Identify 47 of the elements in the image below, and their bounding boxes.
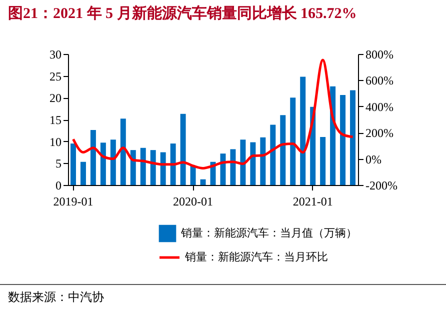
chart-title: 图21：2021 年 5 月新能源汽车销量同比增长 165.72% [8, 4, 357, 22]
line-series [72, 58, 354, 170]
bar [190, 166, 196, 185]
y2-tick-label: 400% [366, 100, 394, 114]
bar [120, 118, 126, 185]
bar [240, 140, 246, 185]
bar [110, 140, 116, 185]
source-note: 数据来源：中汽协 [8, 289, 105, 306]
legend-label: 销量：新能源汽车：当月值（万辆） [180, 226, 357, 240]
bar [160, 152, 166, 185]
bar [260, 137, 266, 185]
bar [170, 144, 176, 185]
bar [230, 149, 236, 185]
bar [90, 130, 96, 185]
y-tick-label: 20 [50, 91, 62, 106]
bar [220, 154, 226, 185]
legend-label: 销量：新能源汽车：当月环比 [184, 250, 328, 264]
y-tick-label: 0 [56, 178, 62, 192]
y-tick-label: 15 [50, 113, 62, 127]
y2-tick-label: 800% [366, 48, 394, 62]
y-tick-label: 5 [56, 156, 62, 171]
y-tick-label: 10 [50, 134, 62, 149]
y2-tick-label: 200% [366, 126, 394, 140]
bar [290, 98, 296, 185]
bar [200, 179, 206, 185]
bar [250, 142, 256, 185]
y2-tick-label: 0% [366, 152, 382, 166]
bar [340, 95, 346, 185]
bar [270, 124, 276, 185]
y2-tick-label: 600% [366, 74, 394, 88]
bar [300, 76, 306, 185]
x-tick-label: 2020-01 [173, 194, 214, 208]
bar [180, 114, 186, 185]
y-tick-label: 25 [50, 69, 62, 84]
bar [130, 150, 136, 185]
bar [320, 136, 326, 185]
y2-tick-label: -200% [366, 178, 398, 192]
x-tick-label: 2019-01 [53, 194, 94, 208]
bar [280, 115, 286, 185]
bar [100, 142, 106, 185]
bar [80, 162, 86, 185]
bar [150, 150, 156, 185]
x-tick-label: 2021-01 [292, 194, 333, 208]
bar [140, 148, 146, 185]
y-tick-label: 30 [50, 48, 62, 62]
bar [70, 144, 76, 185]
bar [350, 90, 356, 185]
